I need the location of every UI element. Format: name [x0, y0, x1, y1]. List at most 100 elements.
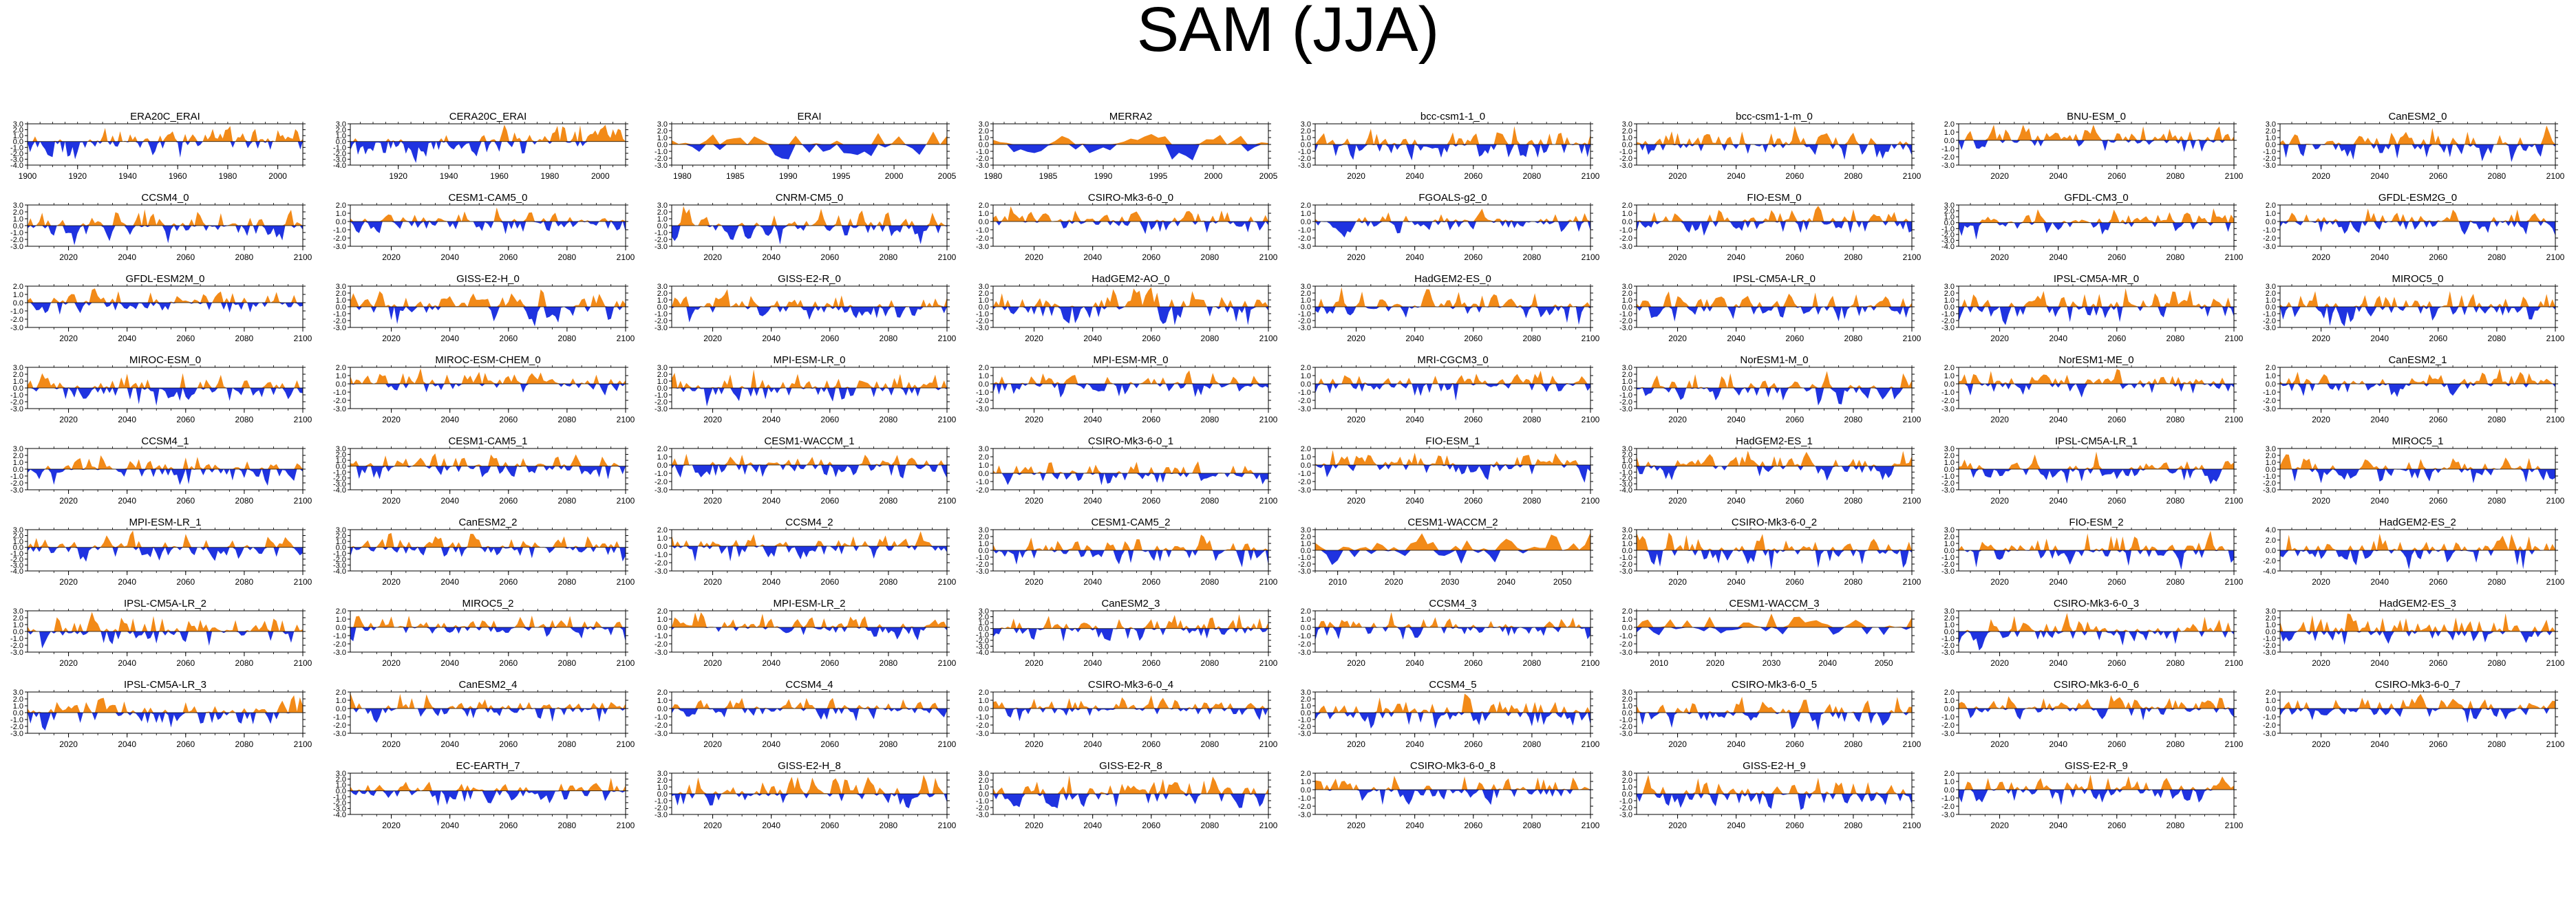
ytick-label: 3.0: [979, 445, 989, 453]
ytick-label: 2.0: [13, 371, 23, 379]
xtick-label: 2040: [2049, 496, 2067, 506]
negative-area: [350, 627, 626, 642]
ytick-label: -1.0: [654, 797, 668, 806]
ytick-label: 2.0: [13, 283, 23, 291]
negative-area: [28, 631, 303, 649]
xtick-label: 2060: [2429, 739, 2447, 749]
ytick-label: -3.0: [333, 324, 346, 332]
xtick-label: 2100: [938, 252, 957, 262]
panel-CanESM2_2: CanESM2_2 3.02.01.00.0-1.0-2.0-3.0-4.0 202…: [333, 517, 635, 587]
ytick-label: 3.0: [1944, 445, 1955, 453]
ytick-label: -1.0: [1298, 716, 1311, 724]
xtick-label: 2080: [1201, 252, 1220, 262]
ytick-label: 1.0: [657, 783, 668, 792]
ytick-label: 2.0: [979, 614, 989, 622]
ytick-label: 2.0: [1944, 208, 1955, 216]
xtick-label: 2080: [235, 658, 254, 668]
ytick-label: 0.0: [1944, 380, 1955, 389]
xtick-label: 2060: [1142, 252, 1160, 262]
xtick-label: 2080: [880, 252, 898, 262]
xtick-label: 2100: [1259, 658, 1278, 668]
ytick-label: -1.0: [654, 470, 668, 478]
xtick-label: 2005: [938, 171, 957, 181]
panel-title: CSIRO-Mk3-6-0_6: [2054, 679, 2139, 691]
positive-area: [1959, 695, 2234, 709]
xtick-label: 2030: [1441, 577, 1460, 587]
ytick-label: 2.0: [336, 607, 346, 616]
xtick-label: 2040: [118, 334, 136, 343]
xtick-label: 2080: [2167, 739, 2185, 749]
xtick-label: 2020: [59, 415, 78, 424]
positive-area: [672, 698, 947, 709]
ytick-label: -3.0: [10, 405, 23, 413]
ytick-label: -2.0: [333, 556, 346, 564]
xtick-label: 2100: [1259, 334, 1278, 343]
xtick-label: 2100: [294, 334, 312, 343]
ytick-label: 2.0: [1944, 533, 1955, 541]
positive-area: [993, 775, 1268, 794]
xtick-label: 2000: [885, 171, 904, 181]
ytick-label: -2.0: [10, 316, 23, 324]
panel-title: HadGEM2-ES_3: [2379, 598, 2456, 609]
ytick-label: 0.0: [336, 624, 346, 632]
ytick-label: 0.0: [1622, 624, 1632, 632]
ytick-label: 2.0: [336, 127, 346, 135]
positive-area: [1637, 451, 1912, 466]
ytick-label: -3.0: [1298, 243, 1311, 251]
xtick-label: 2100: [2546, 739, 2565, 749]
xtick-label: 2080: [1201, 577, 1220, 587]
ytick-label: -1.0: [10, 550, 23, 558]
xtick-label: 2040: [440, 415, 459, 424]
positive-area: [28, 612, 303, 631]
xtick-label: 2060: [820, 415, 839, 424]
ytick-label: -2.0: [333, 640, 346, 649]
panel-title: MIROC5_2: [462, 598, 513, 609]
ytick-label: 1.0: [979, 210, 989, 218]
xtick-label: 2080: [2167, 171, 2185, 181]
ytick-label: -1.0: [654, 551, 668, 559]
negative-area: [350, 307, 626, 327]
xtick-label: 2040: [1727, 252, 1745, 262]
ytick-label: 1.0: [336, 697, 346, 705]
xtick-label: 1980: [673, 171, 692, 181]
panel-MIROC-ESM-CHEM_0: MIROC-ESM-CHEM_0 2.01.00.0-1.0-2.0-3.0 202…: [333, 354, 635, 424]
plot-frame: [350, 610, 626, 653]
ytick-label: 1.0: [657, 616, 668, 624]
ytick-label: 0.0: [13, 544, 23, 552]
panel-title: GFDL-ESM2M_0: [125, 273, 204, 285]
xtick-label: 2020: [382, 658, 401, 668]
ytick-label: 1.0: [657, 134, 668, 142]
plot-frame: [1314, 448, 1591, 490]
ytick-label: -2.0: [1941, 561, 1955, 569]
plot-frame: [1314, 367, 1591, 409]
ytick-label: -2.0: [654, 317, 668, 325]
ytick-label: -3.0: [976, 642, 989, 651]
ytick-label: -3.0: [1298, 730, 1311, 738]
ytick-label: 2.0: [1301, 364, 1311, 372]
xtick-label: 2060: [1785, 171, 1804, 181]
ytick-label: 2.0: [1301, 202, 1311, 210]
panel-BNU-ESM_0: BNU-ESM_0 2.01.00.0-1.0-2.0-3.0 2020 2040 20…: [1941, 111, 2244, 181]
plot-frame: [350, 448, 626, 490]
positive-area: [2280, 368, 2555, 384]
ytick-label: -1.0: [654, 713, 668, 722]
xtick-label: 2080: [2488, 252, 2506, 262]
ytick-label: -2.0: [976, 804, 989, 812]
ytick-label: 2.0: [1301, 127, 1311, 136]
ytick-label: -1.0: [1941, 225, 1955, 233]
plot-frame: [350, 367, 626, 409]
plot-frame: [1958, 123, 2235, 166]
ytick-label: 2.0: [13, 452, 23, 460]
ytick-label: -2.0: [2263, 397, 2276, 405]
xtick-label: 2080: [1523, 658, 1542, 668]
ytick-label: -3.0: [1941, 567, 1955, 576]
ytick-label: 1.0: [657, 697, 668, 705]
positive-area: [1315, 450, 1590, 465]
xtick-label: 2080: [558, 821, 577, 830]
xtick-label: 2040: [118, 496, 136, 506]
ytick-label: 1.0: [1622, 134, 1632, 142]
ytick-label: -3.0: [2263, 730, 2276, 738]
negative-area: [1315, 221, 1590, 238]
ytick-label: 3.0: [2266, 120, 2276, 129]
xtick-label: 2100: [1259, 496, 1278, 506]
